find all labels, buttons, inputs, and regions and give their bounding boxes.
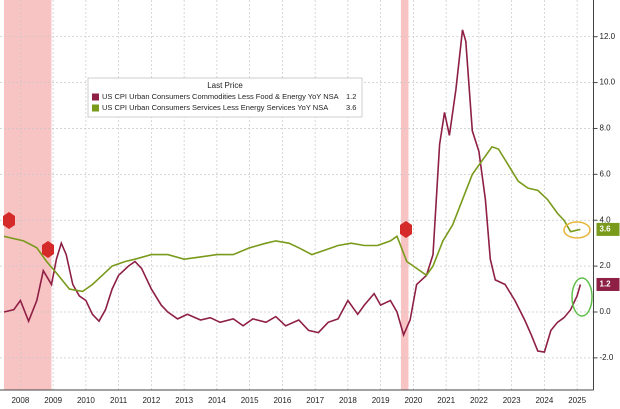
legend-swatch: [92, 104, 99, 112]
x-tick-label: 2016: [273, 396, 291, 405]
x-tick-label: 2024: [535, 396, 553, 405]
x-tick-label: 2022: [470, 396, 488, 405]
recession-band: [4, 0, 52, 390]
value-box: [596, 277, 620, 291]
event-marker: [42, 241, 54, 258]
event-marker: [400, 221, 412, 238]
legend-label: US CPI Urban Consumers Services Less Ene…: [102, 103, 328, 112]
series-line: [3, 145, 581, 293]
grid: [0, 0, 594, 390]
x-tick-label: 2017: [306, 396, 324, 405]
x-tick-label: 2018: [339, 396, 357, 405]
x-tick-label: 2021: [437, 396, 455, 405]
y-tick-label: 6.0: [600, 169, 612, 178]
y-tick-label: 2.0: [600, 261, 612, 270]
x-tick-label: 2015: [241, 396, 259, 405]
legend-swatch: [92, 93, 99, 101]
x-tick-label: 2020: [404, 396, 422, 405]
background: [4, 0, 409, 390]
value-label: 3.6: [600, 225, 612, 234]
value-box: [596, 222, 620, 236]
x-tick-label: 2012: [142, 396, 160, 405]
plot: [3, 29, 582, 354]
y-tick-label: -2.0: [600, 353, 614, 362]
x-tick-label: 2009: [44, 396, 62, 405]
y-tick-label: 4.0: [600, 215, 612, 224]
x-tick-label: 2008: [11, 396, 29, 405]
y-tick-label: 12.0: [600, 32, 616, 41]
legend-value: 1.2: [346, 92, 356, 101]
x-tick-label: 2019: [372, 396, 390, 405]
legend: Last Price US CPI Urban Consumers Commod…: [87, 77, 363, 118]
x-tick-label: 2023: [503, 396, 521, 405]
x-tick-label: 2011: [110, 396, 128, 405]
series-line: [3, 29, 582, 354]
highlight: [563, 221, 591, 239]
recession-band: [400, 0, 409, 390]
legend-title: Last Price: [207, 81, 243, 90]
x-tick-label: 2013: [175, 396, 193, 405]
x-tick-label: 2010: [77, 396, 95, 405]
x-tick-label: 2025: [568, 396, 586, 405]
legend-value: 3.6: [346, 103, 356, 112]
value-label: 1.2: [600, 280, 612, 289]
highlight: [571, 277, 593, 317]
y-tick-label: 0.0: [600, 307, 612, 316]
legend-box: [87, 77, 363, 118]
legend-label: US CPI Urban Consumers Commodities Less …: [102, 92, 339, 101]
y-tick-label: 10.0: [600, 78, 616, 87]
event-marker: [3, 212, 15, 229]
y-tick-label: 8.0: [600, 124, 612, 133]
x-tick-label: 2014: [208, 396, 226, 405]
